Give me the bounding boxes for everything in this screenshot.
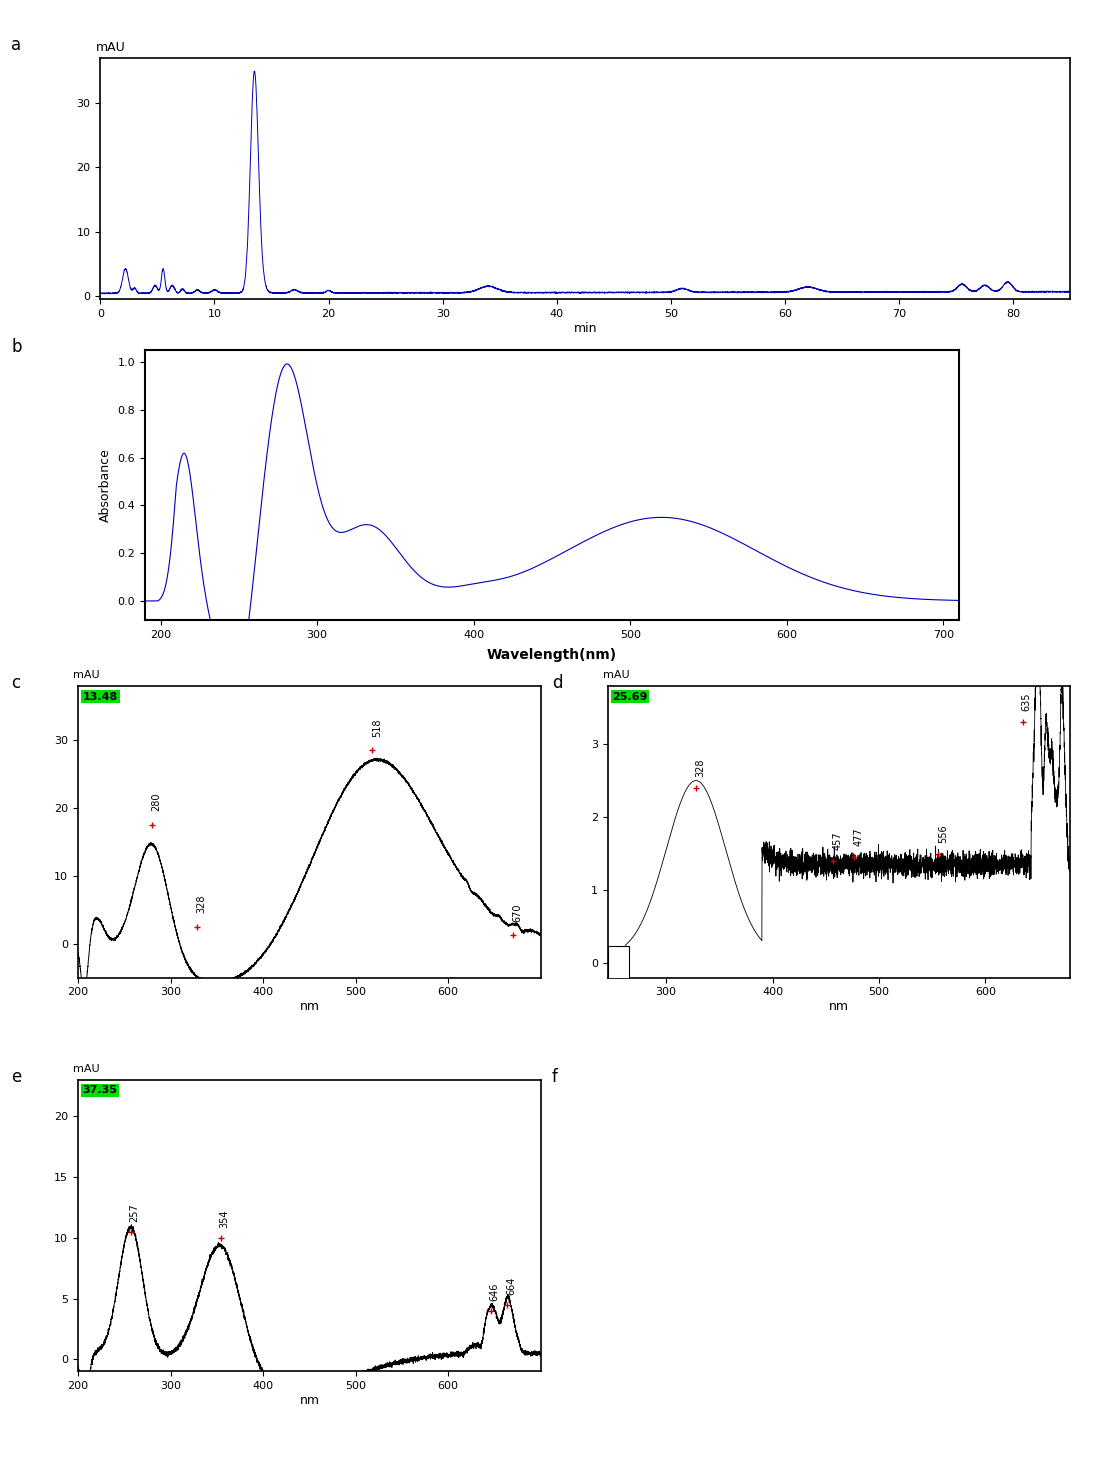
Text: mAU: mAU <box>603 670 630 680</box>
Text: f: f <box>552 1068 558 1085</box>
Text: 13.48: 13.48 <box>83 692 118 702</box>
Text: c: c <box>11 674 20 692</box>
Text: 664: 664 <box>506 1277 516 1296</box>
Text: 280: 280 <box>152 792 162 811</box>
Text: d: d <box>552 674 562 692</box>
Text: mAU: mAU <box>74 670 100 680</box>
Text: 670: 670 <box>513 903 523 922</box>
Y-axis label: Absorbance: Absorbance <box>99 448 112 522</box>
Text: 257: 257 <box>129 1204 139 1223</box>
X-axis label: nm: nm <box>300 1393 319 1406</box>
Text: 328: 328 <box>196 894 206 913</box>
Text: 37.35: 37.35 <box>83 1085 117 1096</box>
X-axis label: nm: nm <box>300 999 319 1013</box>
Text: 25.69: 25.69 <box>612 692 648 702</box>
Text: b: b <box>11 338 21 356</box>
Text: 328: 328 <box>696 759 705 776</box>
Text: mAU: mAU <box>74 1064 100 1074</box>
Text: 518: 518 <box>372 718 382 737</box>
Text: 646: 646 <box>489 1282 500 1301</box>
X-axis label: min: min <box>573 321 598 334</box>
X-axis label: nm: nm <box>830 999 849 1013</box>
Text: mAU: mAU <box>96 41 125 54</box>
Bar <box>608 945 629 979</box>
Text: 477: 477 <box>854 827 864 846</box>
X-axis label: Wavelength(nm): Wavelength(nm) <box>487 648 617 662</box>
Text: 457: 457 <box>833 832 843 849</box>
Text: 635: 635 <box>1021 693 1031 711</box>
Text: e: e <box>11 1068 21 1085</box>
Text: a: a <box>11 36 21 54</box>
Text: 354: 354 <box>220 1210 230 1228</box>
Text: 556: 556 <box>938 824 948 842</box>
